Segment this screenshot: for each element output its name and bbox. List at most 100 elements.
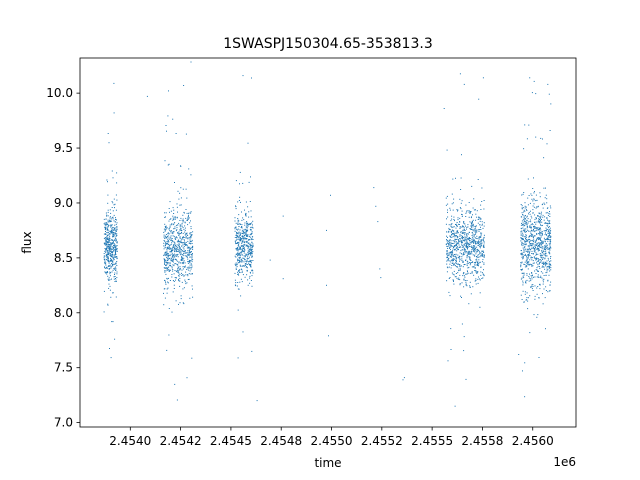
data-point [237,232,238,234]
data-point [522,254,524,256]
data-point [549,284,551,286]
data-point [110,255,112,257]
data-point [534,191,535,193]
data-point [483,222,485,224]
data-point [246,222,248,224]
data-point [237,241,239,243]
data-point [239,171,241,173]
data-point [178,234,180,236]
data-point [461,297,462,298]
data-point [457,272,459,274]
data-point [481,221,483,223]
data-point [174,277,176,278]
data-point [483,244,485,246]
data-point [246,235,248,237]
data-point [241,270,243,272]
data-point [174,258,176,260]
data-point [460,189,462,190]
data-point [249,243,251,245]
data-point [166,277,168,279]
data-point [467,251,469,253]
data-point [110,231,112,233]
data-point [115,279,117,281]
data-point [459,228,461,229]
data-point [543,288,545,290]
data-point [459,269,461,271]
data-point [247,242,249,244]
data-point [456,243,458,245]
data-point [522,370,523,372]
data-point [168,90,169,92]
data-point [448,230,450,232]
data-point [524,231,526,233]
data-point [465,273,467,275]
data-point [450,240,452,242]
data-point [239,272,241,273]
data-point [540,236,542,238]
data-point [105,254,107,256]
data-point [167,281,169,283]
data-point [182,237,184,239]
data-point [449,239,451,241]
data-point [251,236,253,238]
data-point [449,229,451,231]
data-point [115,227,117,229]
data-point [251,350,253,352]
data-point [535,200,537,202]
data-point [520,266,522,268]
data-point [533,199,535,201]
data-point [452,250,454,252]
data-point [536,233,538,235]
data-point [468,210,470,212]
data-point [531,284,533,286]
data-point [182,188,184,190]
data-point [480,244,482,246]
data-point [163,304,165,306]
data-point [481,272,483,274]
data-point [165,234,167,235]
data-point [462,273,464,275]
data-point [166,252,168,254]
data-point [453,274,455,276]
data-point [163,245,165,247]
data-point [173,223,175,225]
data-point [111,278,112,280]
data-point [168,220,170,222]
data-point [251,231,253,233]
data-point [545,286,547,288]
data-point [536,218,537,220]
data-point [479,279,481,281]
data-point [530,245,532,246]
data-point [238,239,240,241]
data-point [452,232,454,234]
data-point [468,211,470,213]
data-point [549,216,551,217]
data-point [164,279,165,281]
data-point [168,163,170,165]
data-point [457,266,459,268]
data-point [537,253,539,255]
data-point [462,230,464,232]
data-point [479,261,481,263]
data-point [445,197,447,199]
data-point [455,232,457,234]
data-point [544,297,546,299]
data-point [167,164,169,166]
data-point [463,278,465,280]
data-point [537,215,539,217]
data-point [524,266,526,268]
data-point [539,220,541,222]
data-point [111,248,113,250]
data-point [190,211,192,213]
data-point [178,262,180,264]
data-point [178,251,180,253]
data-point [474,251,475,253]
data-point [466,260,468,262]
data-point [107,221,109,223]
data-point [172,254,174,256]
data-point [470,225,472,227]
data-point [466,210,468,212]
data-point [184,225,186,227]
data-point [476,251,478,253]
data-point [106,228,108,230]
